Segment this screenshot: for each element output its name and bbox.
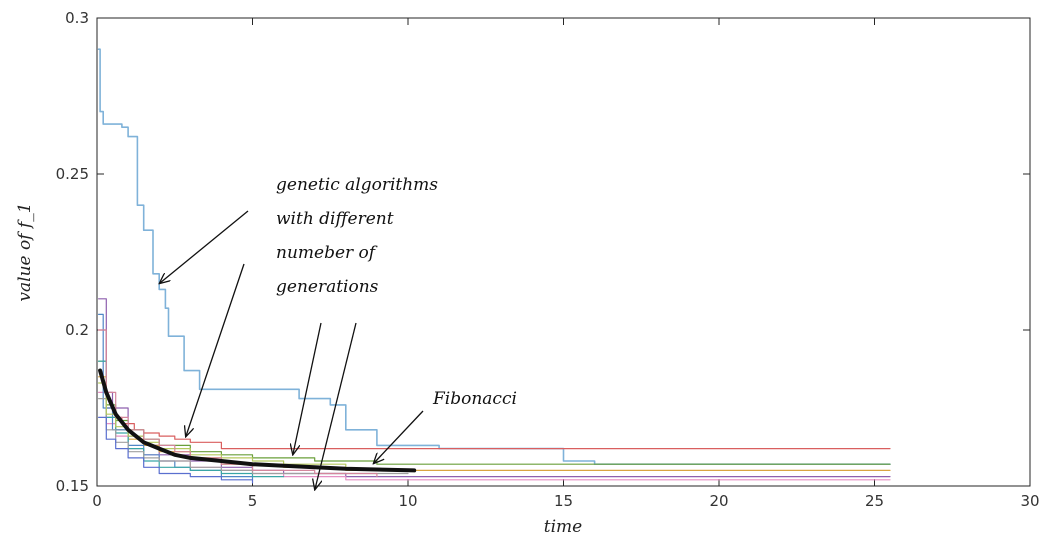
- arrow-1: [160, 210, 249, 283]
- plot-area: [96, 17, 1031, 487]
- y-axis-label: value of f_1: [15, 202, 35, 301]
- annotation-ga-line-1: genetic algorithms: [276, 175, 438, 195]
- series-line-fibonacci: [98, 368, 417, 473]
- y-axis-ticks: 0.15 0.2 0.25 0.3: [56, 9, 1030, 495]
- y-tick-label: 0.25: [56, 165, 89, 183]
- arrow-5: [374, 410, 424, 463]
- arrow-4: [315, 322, 357, 489]
- y-tick-label: 0.3: [65, 9, 89, 27]
- x-tick-label: 10: [398, 492, 417, 510]
- y-tick-label: 0.15: [56, 477, 89, 495]
- x-tick-label: 25: [865, 492, 884, 510]
- x-tick-label: 0: [92, 492, 102, 510]
- series-line-ga-11: [98, 329, 378, 478]
- y-tick-label: 0.2: [65, 321, 89, 339]
- x-axis-label: time: [544, 517, 582, 537]
- series-layer: [97, 48, 891, 484]
- annotation-ga-line-4: generations: [276, 277, 379, 297]
- series-line-ga-8: [98, 360, 285, 478]
- arrow-2: [186, 263, 245, 436]
- annotation-fibonacci: Fibonacci: [432, 389, 517, 409]
- arrow-3: [293, 322, 322, 454]
- x-tick-label: 5: [248, 492, 258, 510]
- annotation-genetic-algorithms: genetic algorithms with different numebe…: [276, 175, 438, 297]
- x-tick-label: 20: [709, 492, 728, 510]
- x-axis-ticks: 0 5 10 15 20 25 30: [92, 18, 1040, 510]
- x-tick-label: 15: [554, 492, 573, 510]
- annotation-ga-line-3: numeber of: [276, 243, 378, 263]
- annotation-arrows: [160, 210, 424, 489]
- series-line-ga-12: [98, 416, 254, 484]
- x-tick-label: 30: [1020, 492, 1039, 510]
- annotation-ga-line-2: with different: [276, 209, 394, 229]
